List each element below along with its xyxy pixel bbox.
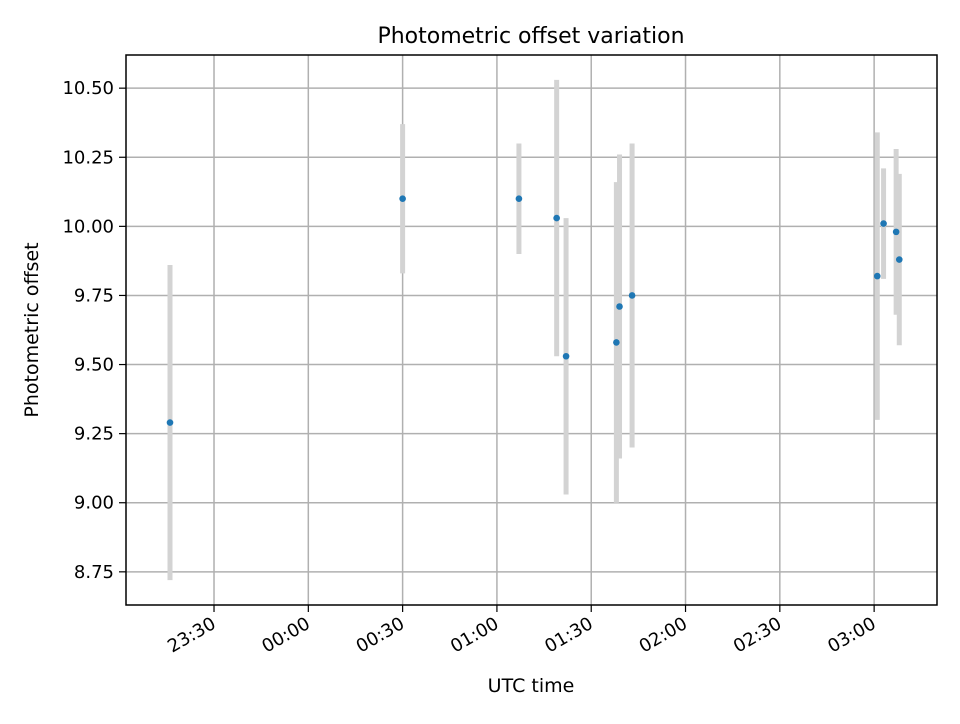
- y-tick-label: 9.00: [74, 493, 114, 514]
- y-tick-label: 10.00: [62, 216, 114, 237]
- data-point: [895, 256, 903, 263]
- y-axis: 8.75 9.00 9.25 9.50 9.75 10.00 10.25 10.50: [62, 78, 126, 583]
- data-point: [628, 292, 636, 299]
- data-point: [166, 419, 174, 426]
- data-point: [613, 339, 620, 346]
- data-point: [873, 272, 881, 280]
- y-tick-label: 9.75: [74, 285, 114, 306]
- plot-frame: [125, 54, 938, 606]
- x-axis-label: UTC time: [488, 675, 575, 697]
- y-axis-label: Photometric offset: [21, 242, 43, 417]
- data-points: [166, 195, 903, 426]
- chart-title: Photometric offset variation: [377, 24, 684, 49]
- y-tick-label: 9.50: [74, 355, 114, 376]
- data-point: [399, 195, 406, 203]
- data-point: [892, 228, 900, 236]
- data-point: [515, 195, 523, 203]
- y-tick-label: 9.25: [74, 424, 114, 445]
- data-point: [616, 303, 623, 310]
- grid: [126, 55, 937, 605]
- data-point: [553, 214, 560, 222]
- y-tick-label: 8.75: [74, 562, 114, 583]
- data-point: [562, 352, 570, 360]
- y-tick-label: 10.50: [62, 78, 114, 99]
- data-point: [880, 220, 887, 227]
- y-tick-label: 10.25: [62, 147, 114, 168]
